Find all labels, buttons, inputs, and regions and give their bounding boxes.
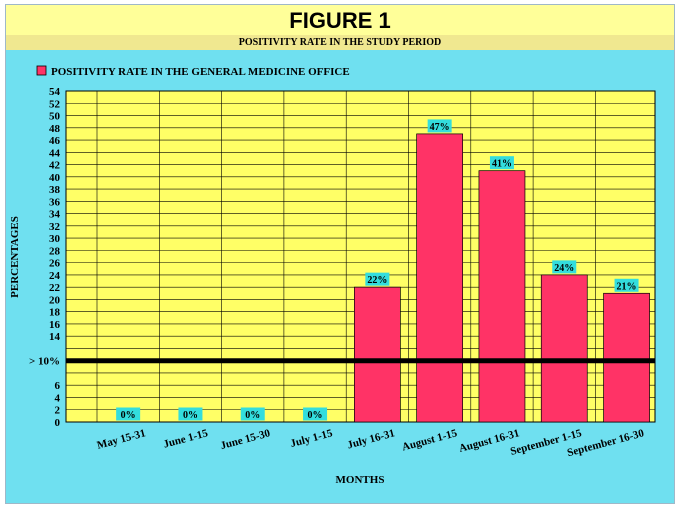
y-tick-label: 54 [49,86,61,98]
chart-title: POSITIVITY RATE IN THE STUDY PERIOD [6,35,674,50]
x-tick-label: July 16-31 [346,427,396,451]
y-tick-label: 18 [49,307,61,319]
y-tick-label: 38 [49,184,61,196]
bar [478,170,526,423]
data-label-box [427,119,452,133]
data-label: 21% [617,281,637,292]
y-tick-label: 52 [49,98,61,110]
y-tick-label: 46 [49,135,61,147]
y-tick-label: 28 [49,245,61,257]
y-tick-label: 36 [49,196,61,208]
bar [603,292,650,423]
x-tick-label: July 1-15 [289,427,334,450]
bar [416,133,463,423]
y-tick-label: 32 [49,221,61,233]
figure-header: FIGURE 1 POSITIVITY RATE IN THE STUDY PE… [6,5,674,50]
data-label: 0% [183,410,198,421]
data-label: 0% [308,410,323,421]
y-tick-label: 48 [49,123,61,135]
legend-label: POSITIVITY RATE IN THE GENERAL MEDICINE … [51,66,350,78]
x-tick-label: June 15-30 [219,427,272,452]
y-tick-label: 22 [49,282,61,294]
data-label-box [552,260,577,274]
y-tick-label: 0 [55,417,61,429]
legend: POSITIVITY RATE IN THE GENERAL MEDICINE … [36,65,350,78]
y-tick-label: 42 [49,160,61,172]
data-label-box [489,156,514,170]
y-tick-label: 40 [49,172,61,184]
y-tick-label: 6 [55,380,61,392]
data-label-box [178,407,203,421]
y-tick-label: 2 [55,405,61,417]
data-label-box [365,272,390,286]
x-axis-label: MONTHS [336,474,385,486]
y-tick-label: > 10% [29,356,60,368]
figure-title: FIGURE 1 [289,8,391,33]
y-tick-label: 24 [49,270,61,282]
data-label: 22% [367,275,387,286]
data-label: 24% [554,263,574,274]
y-tick-label: 50 [49,111,61,123]
y-tick-label: 16 [49,319,61,331]
data-label-box [240,407,265,421]
y-tick-label: 34 [49,209,61,221]
y-tick-label: 4 [55,392,61,404]
data-label-box [116,407,141,421]
legend-swatch [36,65,47,76]
x-tick-label: May 15-31 [96,427,147,451]
bar [354,286,401,423]
y-tick-label: 14 [49,331,61,343]
y-tick-label: 20 [49,294,61,306]
y-tick-label: 26 [49,258,61,270]
bar [540,274,588,423]
data-label-box [614,278,639,292]
data-label: 47% [430,122,450,133]
data-label: 41% [492,159,512,170]
x-tick-label: June 1-15 [162,427,210,451]
x-tick-label: August 1-15 [401,427,459,453]
y-axis-label: PERCENTAGES [9,216,21,298]
y-tick-label: 44 [49,147,61,159]
data-label: 0% [245,410,260,421]
y-tick-label: 30 [49,233,61,245]
data-label: 0% [121,410,136,421]
data-label-box [303,407,328,421]
